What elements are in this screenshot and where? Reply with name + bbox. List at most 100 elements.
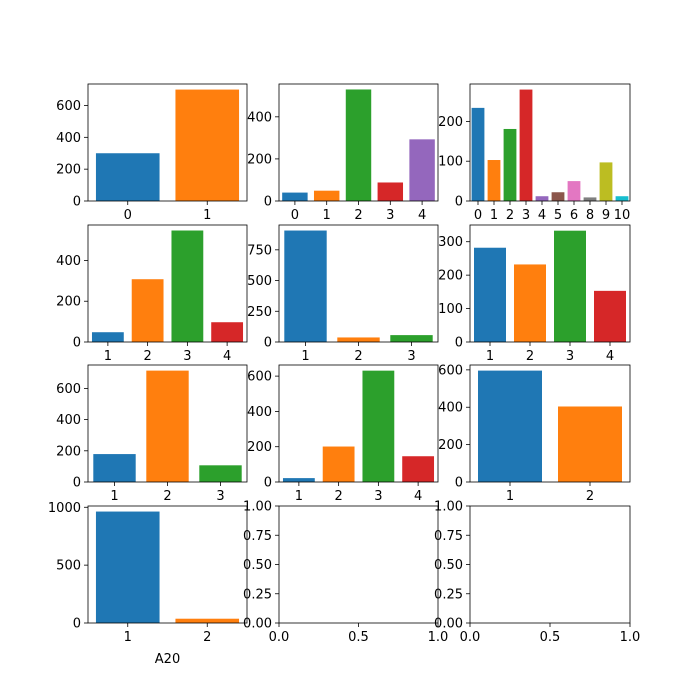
y-tick-label: 500 bbox=[56, 559, 81, 574]
bar bbox=[362, 370, 395, 482]
x-tick-label: 1 bbox=[490, 208, 498, 223]
y-tick-label: 200 bbox=[438, 438, 463, 453]
subplot-1: 0 1 0 200 400 600 bbox=[56, 83, 248, 223]
x-tick-label: 1 bbox=[104, 349, 112, 364]
bar bbox=[95, 511, 160, 623]
axes-frame bbox=[469, 505, 631, 624]
x-tick-label: 0.5 bbox=[540, 630, 561, 645]
y-tick-label: 400 bbox=[56, 254, 81, 269]
x-tick-label: 0.5 bbox=[348, 630, 369, 645]
bar bbox=[175, 618, 240, 623]
bar bbox=[474, 247, 506, 342]
bar bbox=[514, 264, 546, 342]
y-tick-label: 0.00 bbox=[243, 617, 272, 632]
bar bbox=[322, 446, 355, 482]
bar bbox=[337, 337, 380, 342]
axes-frame bbox=[469, 83, 631, 202]
bar bbox=[313, 190, 340, 201]
x-tick-label: 4 bbox=[414, 489, 422, 504]
x-tick-label: 9 bbox=[602, 208, 610, 223]
bar bbox=[409, 139, 435, 201]
y-tick-label: 0 bbox=[73, 336, 81, 351]
x-tick-label: 0 bbox=[474, 208, 482, 223]
y-tick-label: 0 bbox=[73, 617, 81, 632]
y-tick-label: 500 bbox=[247, 274, 272, 289]
x-tick-label: 3 bbox=[386, 208, 394, 223]
y-tick-label: 600 bbox=[438, 363, 463, 378]
bar bbox=[390, 335, 433, 342]
x-tick-label: 3 bbox=[407, 349, 415, 364]
y-tick-label: 600 bbox=[56, 382, 81, 397]
y-tick-label: 0.25 bbox=[434, 587, 463, 602]
bar bbox=[567, 181, 581, 201]
bar bbox=[95, 153, 160, 201]
x-tick-label: 0.0 bbox=[460, 630, 481, 645]
y-tick-label: 200 bbox=[438, 115, 463, 130]
subplot-4: 1 2 3 4 0 200 400 bbox=[56, 224, 248, 364]
x-tick-label: 1 bbox=[124, 630, 132, 645]
axes-frame bbox=[278, 364, 439, 483]
y-tick-label: 400 bbox=[438, 401, 463, 416]
axes-frame bbox=[87, 83, 248, 202]
bar bbox=[91, 332, 124, 342]
bar bbox=[471, 107, 485, 201]
x-tick-label: 3 bbox=[566, 349, 574, 364]
y-tick-label: 0 bbox=[455, 195, 463, 210]
bar bbox=[282, 192, 308, 201]
x-tick-label: 2 bbox=[526, 349, 534, 364]
x-tick-label: 2 bbox=[354, 349, 362, 364]
y-tick-label: 0.25 bbox=[243, 587, 272, 602]
y-tick-label: 1.00 bbox=[434, 500, 463, 515]
bar bbox=[503, 128, 517, 201]
bar bbox=[211, 322, 244, 342]
axes-frame bbox=[278, 505, 439, 624]
y-tick-label: 200 bbox=[56, 444, 81, 459]
y-tick-label: 750 bbox=[247, 243, 272, 258]
x-tick-label: 3 bbox=[522, 208, 530, 223]
bar bbox=[583, 197, 597, 201]
subplot-2: 0 1 2 3 4 0 200 400 bbox=[247, 83, 439, 223]
bar bbox=[377, 182, 404, 201]
x-tick-label: 2 bbox=[506, 208, 514, 223]
x-axis-label: A20 bbox=[155, 652, 180, 667]
bar bbox=[558, 406, 622, 482]
y-tick-label: 200 bbox=[247, 152, 272, 167]
bar bbox=[282, 478, 315, 482]
bar bbox=[171, 230, 204, 342]
x-tick-label: 1 bbox=[203, 208, 211, 223]
subplot-9: 1 2 0 200 400 600 bbox=[438, 363, 631, 504]
y-tick-label: 0.50 bbox=[434, 558, 463, 573]
bar bbox=[535, 196, 549, 201]
y-tick-label: 0.75 bbox=[434, 529, 463, 544]
subplot-8: 1 2 3 4 0 200 400 600 bbox=[247, 364, 439, 504]
subplot-12: 0.0 0.5 1.0 0.00 0.25 0.50 0.75 1.00 bbox=[434, 500, 640, 646]
x-tick-label: 10 bbox=[614, 208, 631, 223]
axes-frame bbox=[469, 224, 631, 343]
y-tick-label: 1.00 bbox=[243, 500, 272, 515]
y-tick-label: 200 bbox=[56, 163, 81, 178]
y-tick-label: 600 bbox=[247, 370, 272, 385]
y-tick-label: 400 bbox=[247, 110, 272, 125]
axes-frame bbox=[87, 505, 248, 624]
y-tick-label: 400 bbox=[56, 413, 81, 428]
bar bbox=[199, 465, 242, 482]
y-tick-label: 400 bbox=[247, 405, 272, 420]
x-tick-label: 2 bbox=[334, 489, 342, 504]
x-tick-label: 8 bbox=[586, 208, 594, 223]
x-tick-label: 4 bbox=[606, 349, 614, 364]
x-tick-label: 6 bbox=[570, 208, 578, 223]
bar bbox=[131, 279, 164, 342]
y-tick-label: 0 bbox=[455, 476, 463, 491]
subplot-7: 1 2 3 0 200 400 600 bbox=[56, 364, 248, 504]
bar bbox=[487, 160, 501, 201]
x-tick-label: 2 bbox=[354, 208, 362, 223]
subplot-10: 1 2 0 500 1000 A20 bbox=[48, 501, 248, 667]
y-tick-label: 100 bbox=[438, 302, 463, 317]
x-tick-label: 3 bbox=[374, 489, 382, 504]
x-tick-label: 1 bbox=[323, 208, 331, 223]
subplot-5: 1 2 3 0 250 500 750 bbox=[247, 224, 439, 364]
x-tick-label: 2 bbox=[586, 489, 594, 504]
x-tick-label: 1 bbox=[110, 489, 118, 504]
